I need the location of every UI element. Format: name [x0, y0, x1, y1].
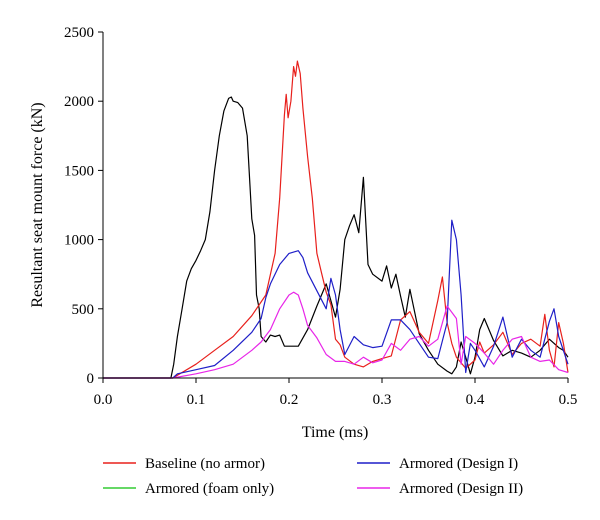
y-tick-label: 2000	[64, 94, 94, 110]
y-tick-label: 0	[87, 371, 95, 387]
legend-label: Armored (foam only)	[145, 481, 274, 497]
x-axis: 0.0 0.1 0.2 0.3 0.4 0.5	[94, 377, 578, 408]
y-tick-label: 2500	[64, 25, 94, 41]
y-tick-label: 1500	[64, 163, 94, 179]
x-axis-title: Time (ms)	[302, 424, 369, 441]
legend-label: Armored (Design I)	[399, 456, 518, 472]
x-tick-label: 0.3	[373, 392, 392, 408]
x-tick-label: 0.4	[466, 392, 485, 408]
legend-label: Baseline (no armor)	[145, 456, 265, 472]
series-line-baseline-no-armor	[103, 60, 569, 379]
plot-area	[103, 60, 569, 379]
y-tick-label: 500	[72, 302, 95, 318]
legend: Baseline (no armor) Armored (Design I) Arm…	[103, 456, 523, 497]
y-tick-label: 1000	[64, 233, 94, 249]
x-tick-label: 0.0	[94, 392, 113, 408]
x-tick-label: 0.2	[280, 392, 299, 408]
x-tick-label: 0.5	[559, 392, 578, 408]
x-tick-label: 0.1	[187, 392, 206, 408]
series-line-armored-design-i	[103, 219, 569, 379]
y-axis-title: Resultant seat mount force (kN)	[29, 102, 46, 307]
legend-label: Armored (Design II)	[399, 481, 523, 497]
y-axis: 0 500 1000 1500 2000 2500	[64, 25, 104, 387]
series-line-armored-design-ii	[103, 291, 569, 379]
